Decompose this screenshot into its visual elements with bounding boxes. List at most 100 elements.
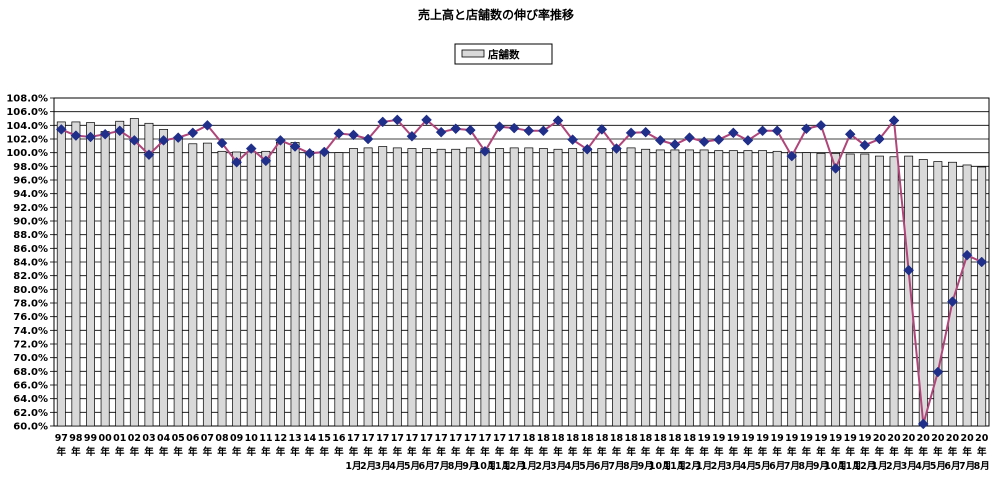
bar [787, 151, 797, 427]
x-tick-label: 11 [259, 433, 272, 444]
data-point-marker [654, 135, 666, 146]
x-tick-label: 19 [829, 433, 842, 444]
x-tick-label: 年 [305, 446, 315, 458]
bar [874, 155, 884, 427]
data-point-marker [377, 116, 389, 128]
y-tick-label: 76.0% [13, 312, 48, 323]
bar [685, 149, 694, 427]
x-tick-label: 97 [55, 433, 68, 444]
data-point-marker [187, 127, 199, 139]
x-tick-label: 18 [551, 433, 565, 444]
x-tick-label: 年 [349, 446, 359, 458]
bar [582, 148, 592, 427]
data-point-marker [684, 132, 695, 143]
x-tick-label: 20 [873, 433, 887, 444]
data-point-marker [640, 126, 652, 138]
bar [188, 143, 198, 427]
x-tick-label: 年 [656, 446, 666, 458]
y-tick-label: 70.0% [13, 353, 48, 364]
x-tick-label: 16 [332, 433, 346, 444]
bar [217, 150, 227, 427]
x-tick-label: 14 [303, 433, 317, 444]
y-tick-label: 96.0% [13, 176, 48, 187]
x-tick-label: 年 [962, 446, 972, 458]
x-tick-label: 18 [522, 433, 536, 444]
data-point-marker [202, 119, 213, 131]
x-tick-label: 17 [420, 433, 433, 444]
data-point-marker [625, 127, 637, 139]
x-tick-label: 1月 [871, 461, 887, 472]
x-tick-label: 年 [276, 446, 286, 458]
data-point-marker [450, 123, 462, 135]
data-point-marker [581, 143, 593, 155]
bar [422, 148, 431, 427]
data-point-marker [669, 139, 681, 150]
data-point-marker [362, 133, 374, 145]
x-tick-label: 20 [902, 433, 916, 444]
y-tick-label: 92.0% [13, 203, 48, 214]
y-tick-label: 82.0% [13, 271, 48, 282]
bar [743, 150, 753, 427]
y-tick-label: 86.0% [13, 244, 48, 255]
x-tick-label: 年 [860, 446, 870, 458]
data-point-marker [85, 131, 96, 143]
x-tick-label: 年 [597, 446, 607, 458]
bar [480, 148, 490, 427]
bar [115, 120, 125, 427]
legend-box [454, 43, 553, 65]
chart-title: 売上高と店舗数の伸び率推移 [418, 7, 574, 22]
x-tick-label: 07 [201, 433, 214, 444]
x-tick-label: 6月 [944, 461, 960, 472]
data-point-marker [260, 155, 272, 167]
x-tick-label: 年 [57, 446, 67, 458]
x-tick-label: 年 [831, 446, 841, 458]
data-point-marker [304, 147, 316, 159]
x-tick-label: 4月 [389, 461, 405, 472]
x-tick-label: 年 [787, 446, 797, 458]
data-point-marker [421, 114, 432, 126]
data-point-marker [494, 121, 505, 133]
data-point-marker [932, 366, 944, 378]
data-point-marker [713, 134, 725, 146]
x-tick-label: 11月 [488, 461, 511, 472]
bar [261, 150, 271, 427]
x-tick-label: 年 [509, 446, 519, 458]
bar [276, 142, 285, 427]
x-tick-label: 00 [99, 433, 113, 444]
x-tick-label: 年 [729, 446, 739, 458]
y-tick-label: 66.0% [13, 381, 48, 392]
y-tick-label: 68.0% [13, 367, 48, 378]
bar [904, 155, 914, 427]
x-tick-label: 19 [858, 433, 871, 444]
x-tick-label: 19 [712, 433, 725, 444]
x-tick-label: 02 [128, 433, 141, 444]
x-tick-label: 年 [948, 446, 958, 458]
x-tick-label: 06 [186, 433, 200, 444]
x-tick-label: 09 [230, 433, 243, 444]
x-tick-label: 6月 [594, 461, 610, 472]
x-tick-label: 年 [246, 446, 256, 458]
bar [655, 149, 665, 427]
data-point-marker [55, 124, 67, 135]
x-tick-label: 18 [566, 433, 580, 444]
x-axis-ticks: 97年98年99年00年01年02年03年04年05年06年07年08年09年1… [55, 433, 990, 472]
x-tick-label: 17 [508, 433, 521, 444]
bar [948, 161, 957, 427]
x-tick-label: 年 [714, 446, 724, 458]
x-tick-label: 年 [845, 446, 855, 458]
data-point-marker [552, 115, 564, 126]
bar [728, 150, 738, 427]
data-point-marker [114, 125, 126, 137]
x-tick-label: 12月 [678, 461, 701, 472]
x-tick-label: 年 [173, 446, 183, 458]
x-tick-label: 年 [320, 446, 330, 458]
bar [129, 118, 139, 427]
bar [71, 121, 81, 427]
x-tick-label: 年 [363, 446, 373, 458]
data-point-marker [275, 135, 286, 146]
x-tick-label: 4月 [915, 461, 931, 472]
x-tick-label: 20 [887, 433, 901, 444]
bar [290, 142, 300, 427]
x-tick-label: 2月 [360, 461, 376, 472]
data-point-marker [231, 156, 242, 168]
